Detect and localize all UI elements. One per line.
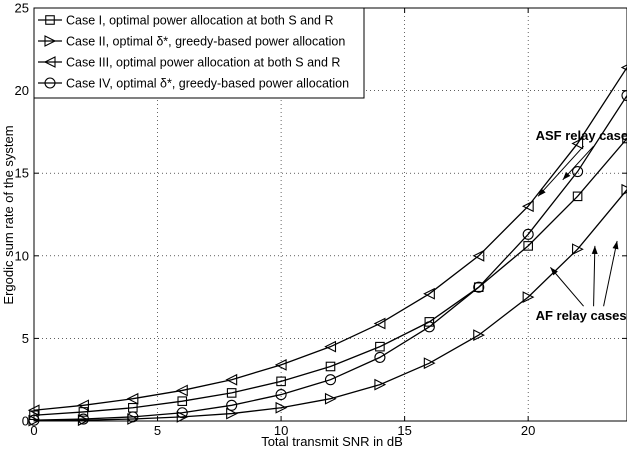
data-point-circle [226, 399, 238, 411]
data-point-triangle-left [472, 249, 485, 262]
data-point-triangle-left [521, 200, 534, 213]
data-point-circle [473, 281, 485, 293]
y-tick-label: 5 [22, 331, 29, 346]
data-point-triangle-left [324, 340, 337, 353]
x-tick-label: 0 [30, 423, 37, 438]
data-point-triangle-right [572, 243, 584, 256]
annotation-label: AF relay cases [536, 308, 627, 323]
data-point-triangle-right [621, 183, 627, 196]
y-axis-title: Ergodic sum rate of the system [1, 125, 16, 304]
legend-entry-4: Case IV, optimal δ*, greedy-based power … [38, 77, 349, 91]
annotation-2: AF relay cases [536, 240, 627, 323]
legend-label: Case IV, optimal δ*, greedy-based power … [66, 77, 349, 91]
data-point-square [45, 15, 55, 25]
data-point-circle [127, 411, 139, 423]
y-tick-label: 0 [22, 414, 29, 429]
data-point-square [325, 361, 336, 372]
x-tick-label: 5 [154, 423, 161, 438]
data-point-circle [324, 374, 337, 386]
legend: Case I, optimal power allocation at both… [33, 7, 365, 99]
annotations: ASF relay cases AF relay cases [536, 128, 627, 323]
annotation-arrowhead [591, 245, 598, 254]
data-point-triangle-right [176, 410, 189, 423]
series-line [33, 189, 627, 422]
data-point-square [375, 341, 385, 352]
data-point-triangle-left [176, 384, 188, 397]
y-tick-label: 15 [15, 166, 29, 181]
data-point-square [226, 388, 237, 398]
annotation-1: ASF relay cases [536, 128, 627, 197]
data-point-triangle-right [522, 291, 535, 303]
data-point-square [177, 396, 188, 406]
legend-entry-1: Case I, optimal power allocation at both… [38, 14, 334, 28]
data-point-triangle-right [275, 401, 288, 414]
legend-label: Case II, optimal δ*, greedy-based power … [66, 35, 345, 49]
annotation-arrow-line [593, 245, 596, 307]
data-point-circle [374, 351, 386, 363]
series-4 [28, 90, 627, 426]
data-point-triangle-left [225, 373, 238, 386]
tick-labels: 0 5 10 15 20 0 5 10 15 20 25 [15, 1, 536, 439]
data-point-circle [572, 165, 584, 178]
data-point-circle [423, 321, 435, 333]
legend-entry-2: Case II, optimal δ*, greedy-based power … [38, 35, 345, 49]
annotation-arrow-line [550, 267, 584, 307]
y-tick-label: 10 [15, 248, 29, 263]
data-point-square [572, 191, 583, 202]
x-tick-label: 20 [521, 423, 535, 438]
data-point-triangle-left [77, 399, 89, 412]
legend-label: Case I, optimal power allocation at both… [66, 14, 334, 28]
series-2 [28, 183, 627, 427]
data-point-circle [44, 77, 56, 89]
data-point-triangle-left [423, 287, 435, 300]
data-point-square [523, 241, 533, 251]
y-tick-label: 20 [15, 83, 29, 98]
legend-entry-3: Case III, optimal power allocation at bo… [38, 56, 340, 70]
annotation-arrowhead [550, 267, 558, 276]
data-point-triangle-right [473, 329, 485, 341]
data-point-square [276, 376, 286, 387]
data-point-square [622, 133, 627, 144]
data-point-triangle-left [373, 317, 386, 330]
data-point-triangle-right [423, 357, 436, 370]
x-axis-title: Total transmit SNR in dB [261, 434, 403, 449]
data-point-triangle-right [226, 407, 238, 420]
data-point-circle [522, 228, 534, 240]
series-3 [27, 64, 627, 417]
legend-label: Case III, optimal power allocation at bo… [66, 56, 340, 70]
data-point-triangle-right [324, 392, 337, 405]
data-point-triangle-right [374, 378, 387, 391]
data-point-triangle-left [126, 392, 139, 405]
series-line [33, 95, 627, 421]
series-group [27, 64, 627, 427]
data-point-circle [77, 413, 89, 425]
data-point-triangle-right [44, 35, 57, 47]
annotation-arrowhead [538, 188, 546, 197]
annotation-arrowhead [562, 171, 571, 180]
annotation-label: ASF relay cases [536, 128, 627, 143]
x-tick-label: 10 [274, 423, 288, 438]
series-line [33, 67, 627, 411]
data-point-square [473, 282, 484, 292]
x-tick-label: 15 [397, 423, 411, 438]
annotation-arrow-line [537, 145, 584, 197]
annotation-arrowhead [612, 240, 619, 250]
series-1 [29, 133, 627, 421]
y-tick-label: 25 [15, 1, 29, 16]
data-point-triangle-left [43, 56, 56, 68]
data-point-circle [176, 407, 188, 419]
series-line [33, 138, 627, 416]
annotation-arrow-line [603, 240, 618, 307]
legend-box [33, 7, 365, 99]
data-point-triangle-left [274, 358, 287, 371]
data-point-circle [621, 90, 627, 102]
data-point-triangle-left [571, 137, 584, 150]
data-point-circle [275, 389, 287, 401]
